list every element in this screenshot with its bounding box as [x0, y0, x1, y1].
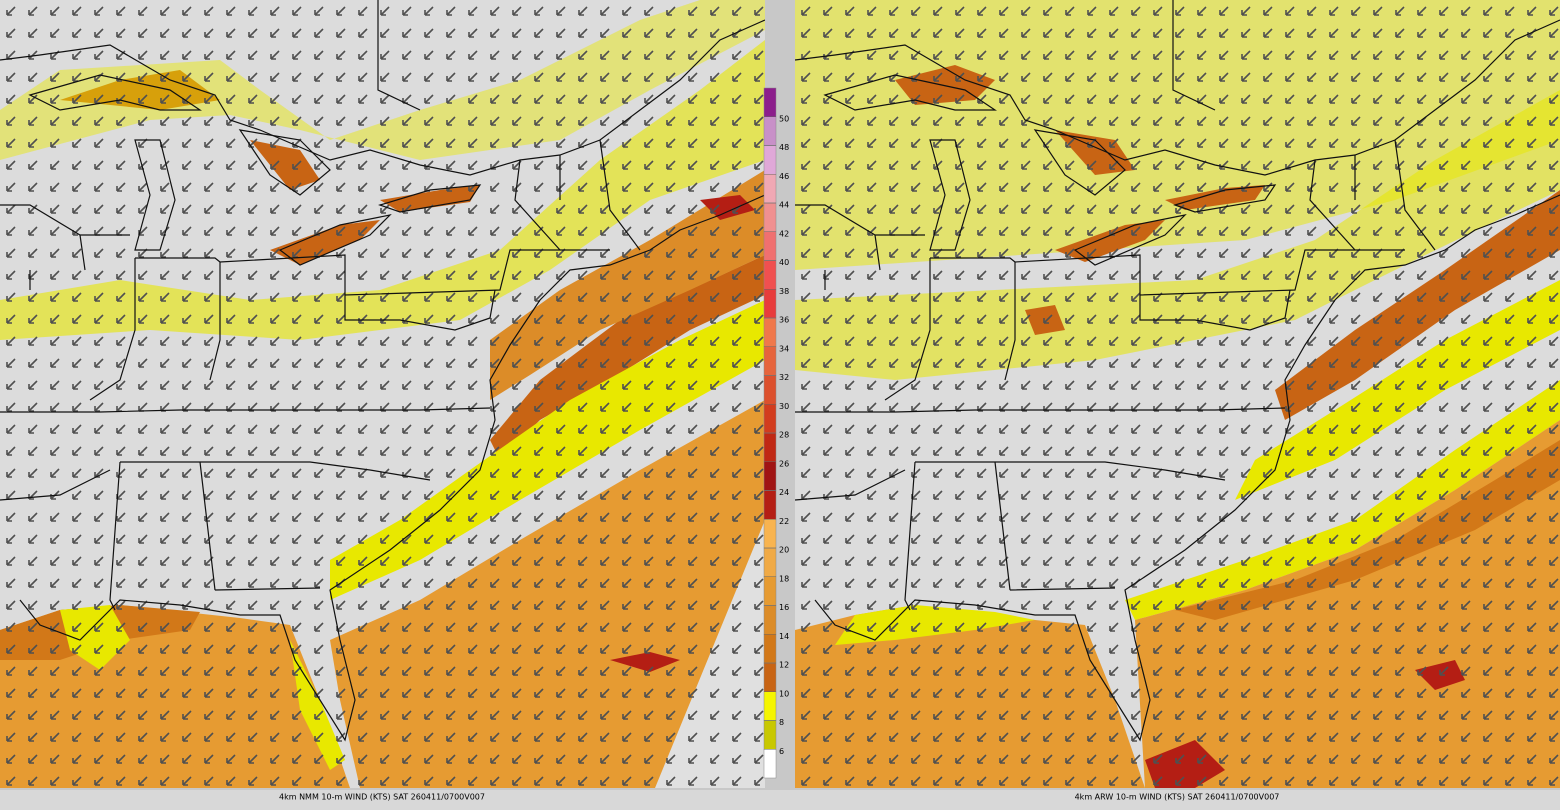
colorbar-label: 34	[779, 344, 789, 353]
map-panel	[795, 0, 1560, 788]
colorbar-label: 46	[779, 172, 789, 181]
colorbar-label: 44	[779, 201, 789, 210]
colorbar-swatch	[763, 87, 777, 117]
colorbar-label: 28	[779, 431, 789, 440]
colorbar: 6 8 10 12 14 16 18 20 22 24 26 28 30 32 34 36 38 40 42 44 46…	[763, 87, 789, 779]
colorbar-swatch	[763, 404, 777, 434]
colorbar-label: 50	[779, 114, 789, 123]
caption-bar	[0, 790, 1560, 810]
colorbar-label: 22	[779, 517, 789, 526]
colorbar-swatch	[763, 289, 777, 319]
map-panel	[0, 0, 765, 788]
caption: 4km ARW 10-m WIND (KTS) SAT 260411/0700V…	[1075, 793, 1280, 802]
colorbar-swatch	[763, 519, 777, 549]
colorbar-swatch	[763, 720, 777, 750]
colorbar-swatch	[763, 375, 777, 405]
colorbar-swatch	[763, 317, 777, 347]
colorbar-label: 40	[779, 258, 789, 267]
colorbar-swatch	[763, 202, 777, 232]
colorbar-label: 12	[779, 661, 789, 670]
colorbar-label: 20	[779, 546, 789, 555]
colorbar-label: 36	[779, 316, 789, 325]
colorbar-label: 14	[779, 632, 789, 641]
colorbar-label: 48	[779, 143, 789, 152]
colorbar-swatch	[763, 749, 777, 779]
colorbar-swatch	[763, 346, 777, 376]
colorbar-swatch	[763, 691, 777, 721]
colorbar-swatch	[763, 662, 777, 692]
colorbar-label: 10	[779, 689, 789, 698]
colorbar-label: 8	[779, 718, 784, 727]
colorbar-swatch	[763, 461, 777, 491]
colorbar-swatch	[763, 547, 777, 577]
colorbar-swatch	[763, 432, 777, 462]
colorbar-label: 30	[779, 402, 789, 411]
colorbar-label: 42	[779, 229, 789, 238]
colorbar-swatch	[763, 260, 777, 290]
colorbar-swatch	[763, 145, 777, 175]
colorbar-swatch	[763, 634, 777, 664]
colorbar-label: 38	[779, 287, 789, 296]
caption: 4km NMM 10-m WIND (KTS) SAT 260411/0700V…	[279, 793, 485, 802]
colorbar-label: 26	[779, 459, 789, 468]
colorbar-label: 32	[779, 373, 789, 382]
colorbar-swatch	[763, 174, 777, 204]
colorbar-label: 24	[779, 488, 789, 497]
colorbar-swatch	[763, 231, 777, 261]
colorbar-swatch	[763, 576, 777, 606]
colorbar-swatch	[763, 490, 777, 520]
colorbar-label: 18	[779, 574, 789, 583]
colorbar-label: 6	[779, 747, 784, 756]
colorbar-swatch	[763, 605, 777, 635]
colorbar-label: 16	[779, 603, 789, 612]
colorbar-swatch	[763, 116, 777, 146]
